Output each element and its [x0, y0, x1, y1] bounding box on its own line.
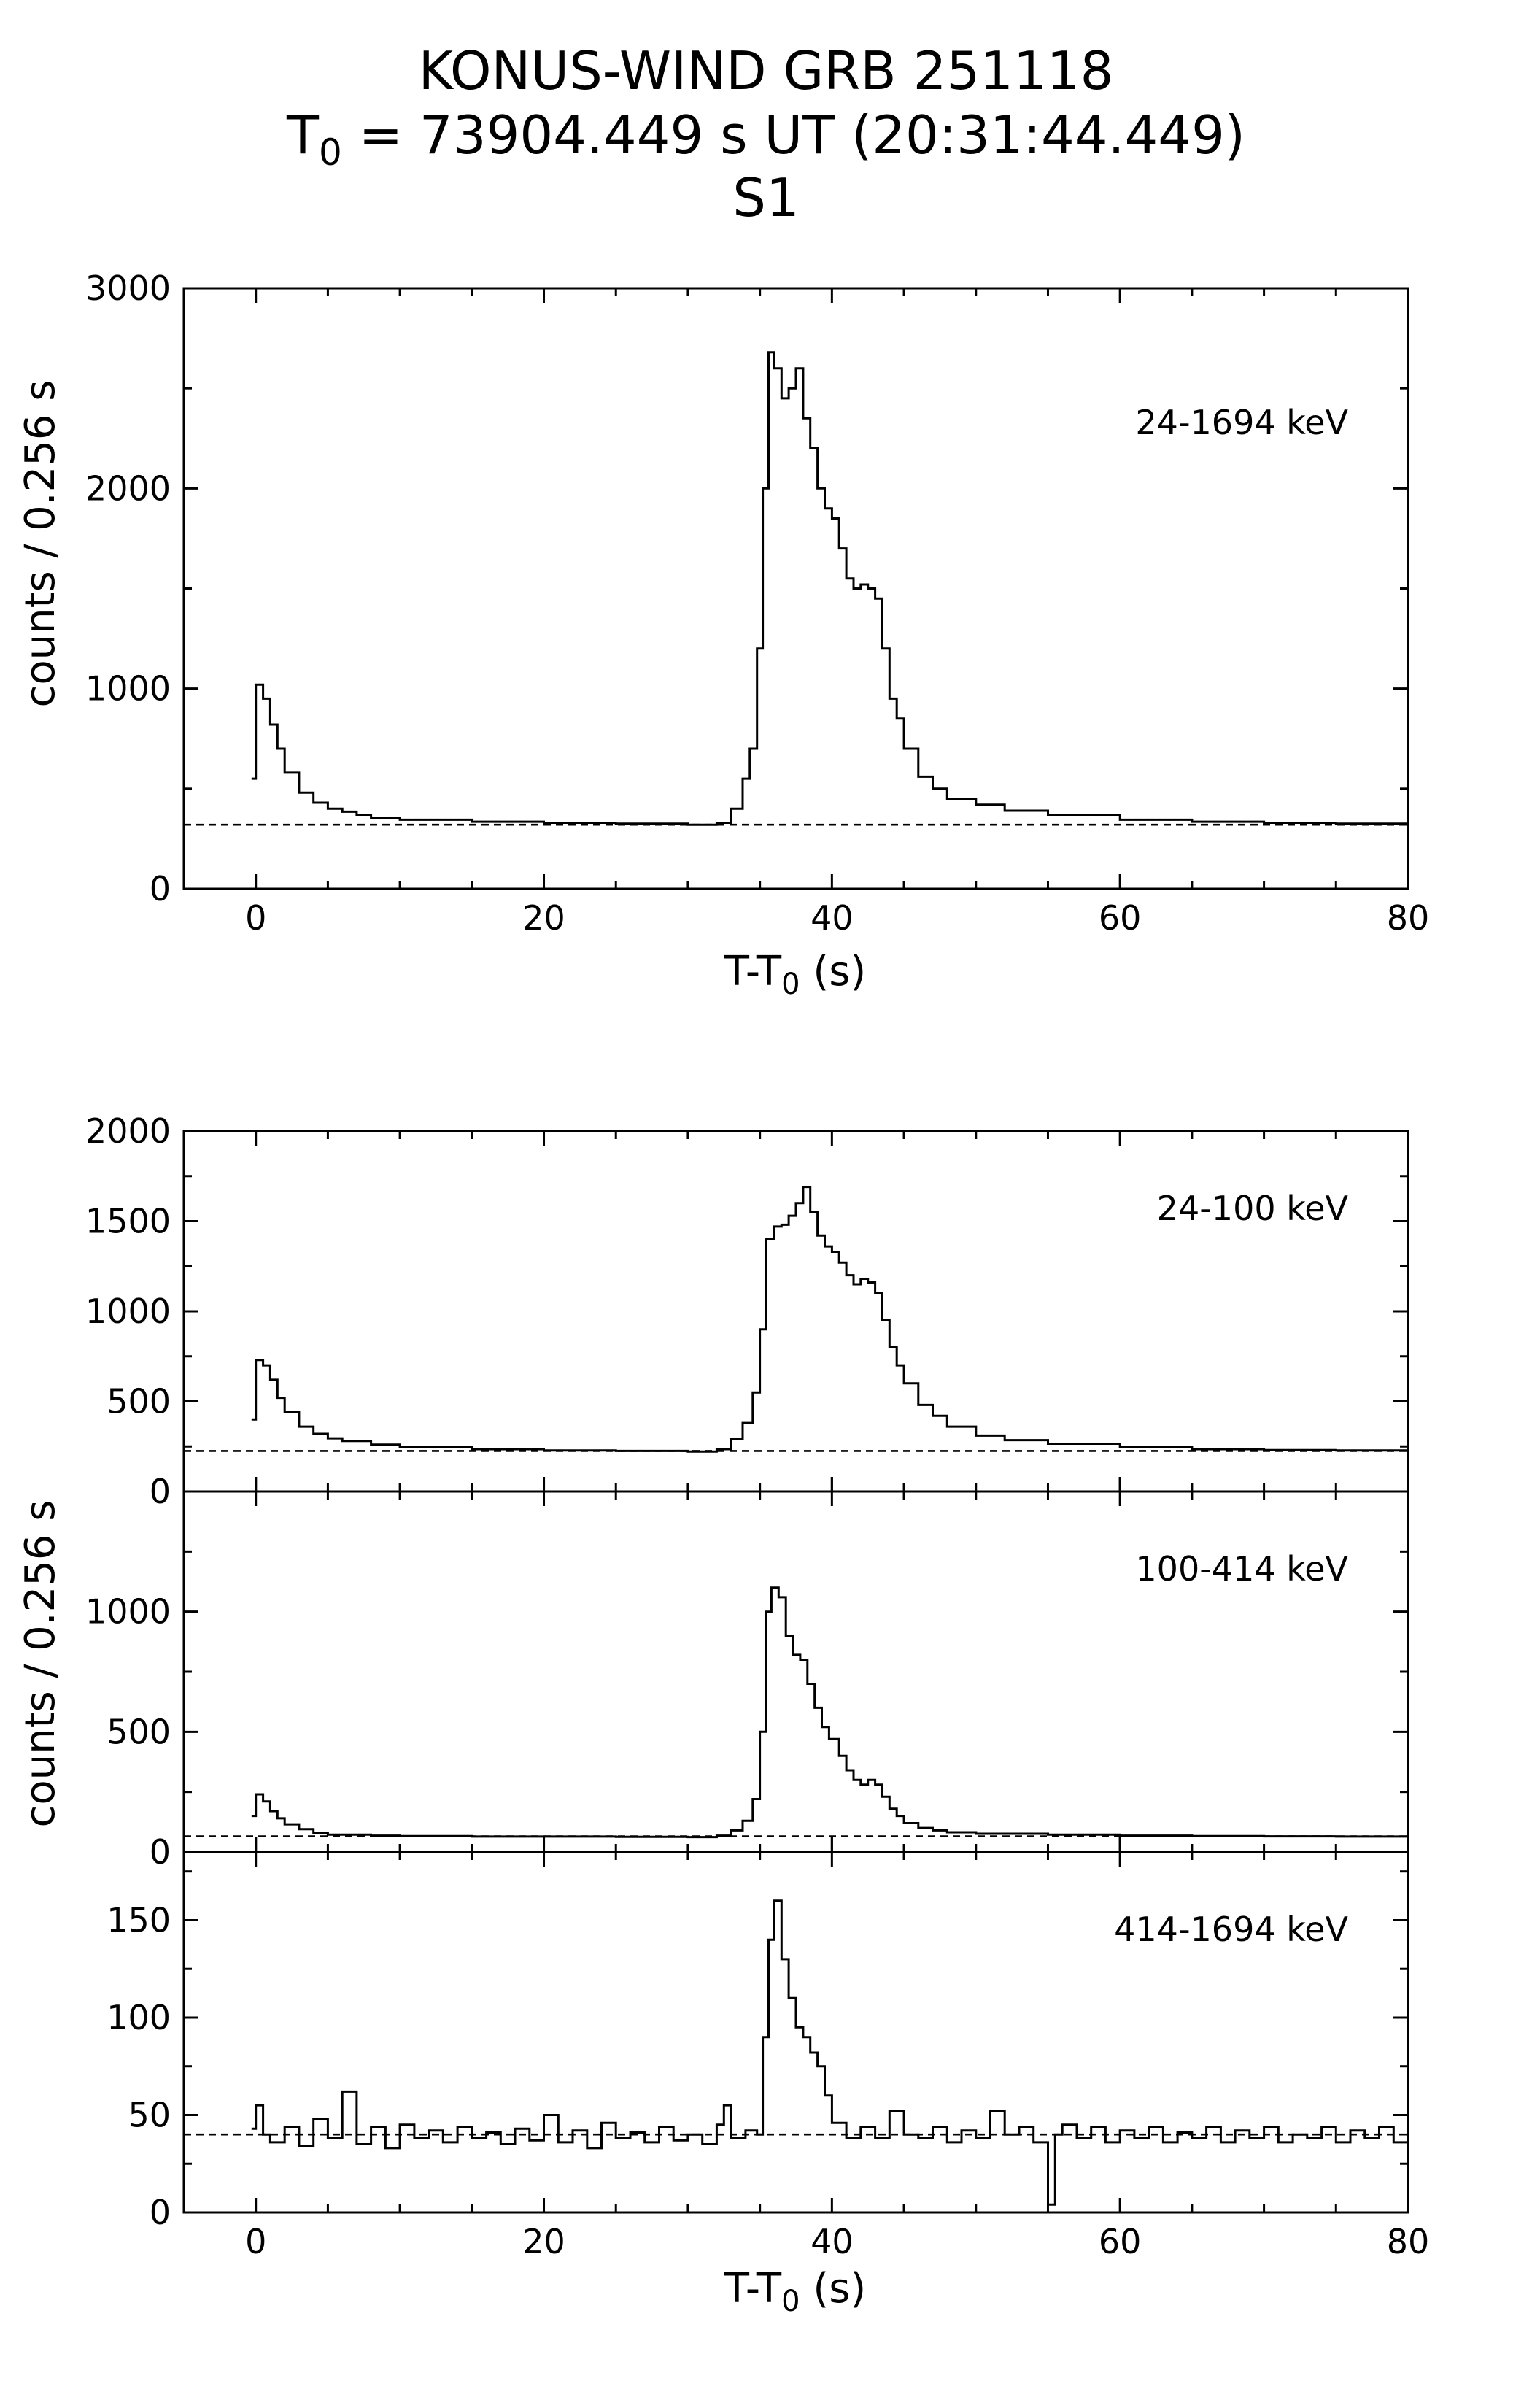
x-tick-label: 80 [1387, 2222, 1430, 2261]
y-tick-label: 0 [150, 1832, 171, 1872]
bottom-x-label-suffix: (s) [800, 2265, 867, 2312]
plot-frame [182, 1851, 1409, 2214]
x-tick-label: 0 [245, 898, 266, 938]
light-curve-series [251, 1899, 1409, 2206]
x-tick-label: 60 [1099, 2222, 1142, 2261]
title-t-symbol: T [286, 104, 320, 166]
y-tick-label: 100 [107, 1998, 171, 2037]
y-tick-label: 150 [107, 1900, 171, 1940]
title-t0-value: = 73904.449 s UT (20:31:44.449) [342, 104, 1245, 166]
x-tick-label: 60 [1099, 898, 1142, 938]
panel-24-100-kev: 0 500 1000 1500 2000 24-100 keV [85, 1111, 1409, 1511]
light-curve-series [251, 1186, 1408, 1453]
panel-24-1694-kev: 0 20 40 60 80 0 1000 2000 3000 24-1694 keV [85, 269, 1429, 938]
energy-band-label: 24-1694 keV [1135, 403, 1348, 442]
energy-band-label: 24-100 keV [1157, 1189, 1349, 1228]
plot-frame [182, 1490, 1409, 1853]
y-tick-label: 500 [107, 1382, 171, 1421]
bottom-x-label-sub: 0 [781, 2285, 800, 2318]
y-tick-label: 3000 [85, 269, 171, 308]
y-tick-label: 0 [150, 1472, 171, 1511]
energy-band-label: 100-414 keV [1135, 1549, 1348, 1589]
x-tick-label: 20 [522, 2222, 565, 2261]
y-tick-label: 500 [107, 1712, 171, 1751]
y-tick-label: 1000 [85, 1292, 171, 1331]
top-x-label-suffix: (s) [800, 948, 867, 995]
top-x-axis-label: T-T0 (s) [724, 948, 866, 1001]
energy-band-label: 414-1694 keV [1114, 1910, 1348, 1949]
figure-title-line2: T0 = 73904.449 s UT (20:31:44.449) [286, 104, 1245, 174]
title-t-subscript: 0 [319, 131, 342, 174]
top-x-label-sub: 0 [781, 968, 800, 1001]
y-tick-label: 2000 [85, 468, 171, 508]
y-tick-label: 1000 [85, 1592, 171, 1632]
bottom-y-axis-label: counts / 0.256 s [17, 1500, 64, 1828]
bottom-x-axis-label: T-T0 (s) [724, 2265, 866, 2318]
top-y-axis-label: counts / 0.256 s [17, 380, 64, 708]
x-tick-label: 80 [1387, 898, 1430, 938]
panel-414-1694-kev: 0 20 40 60 80 0 50 100 150 414-1694 keV [107, 1837, 1429, 2261]
figure-title-line1: KONUS-WIND GRB 251118 [419, 40, 1114, 101]
x-tick-label: 0 [245, 2222, 266, 2261]
x-tick-label: 20 [522, 898, 565, 938]
bottom-x-label-prefix: T-T [724, 2265, 782, 2312]
y-tick-label: 2000 [85, 1111, 171, 1151]
light-curve-series [251, 351, 1408, 826]
x-tick-label: 40 [811, 898, 854, 938]
y-tick-label: 1000 [85, 669, 171, 709]
light-curve-series [251, 1586, 1408, 1839]
y-tick-label: 50 [128, 2095, 171, 2134]
plot-frame [182, 1130, 1409, 1493]
y-tick-label: 0 [150, 869, 171, 908]
y-tick-label: 0 [150, 2193, 171, 2232]
x-tick-label: 40 [811, 2222, 854, 2261]
panel-100-414-kev: 0 500 1000 100-414 keV [85, 1477, 1409, 1872]
top-x-label-prefix: T-T [724, 948, 782, 995]
figure-title-line3: S1 [732, 167, 800, 228]
y-tick-label: 1500 [85, 1202, 171, 1241]
